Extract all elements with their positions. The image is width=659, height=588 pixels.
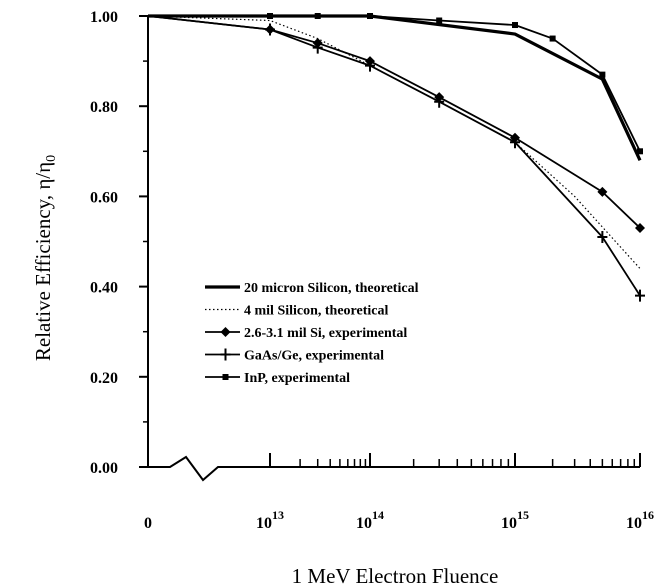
diamond-marker <box>635 222 645 233</box>
plus-marker <box>597 230 608 243</box>
x-tick-label-exponent: 16 <box>642 508 654 522</box>
square-marker <box>637 148 643 155</box>
legend-label: 2.6-3.1 mil Si, experimental <box>244 326 407 341</box>
plus-marker <box>434 95 445 108</box>
square-marker <box>367 13 373 19</box>
x-tick-label-base: 0 <box>144 515 152 532</box>
plus-marker <box>265 23 275 36</box>
square-marker <box>549 35 556 42</box>
y-axis-title-subscript: 0 <box>44 155 59 162</box>
x-tick-label-exponent: 14 <box>372 508 384 522</box>
y-axis-title-main: Relative Efficiency, η/η <box>31 162 55 361</box>
plus-marker <box>312 41 323 54</box>
square-marker <box>436 17 443 24</box>
legend-label: GaAs/Ge, experimental <box>244 349 384 364</box>
legend-label: 4 mil Silicon, theoretical <box>244 304 388 319</box>
y-tick-label: 0.00 <box>90 460 118 477</box>
axes <box>147 16 640 482</box>
x-axis-line <box>148 455 640 482</box>
x-tick-label-exponent: 15 <box>517 508 529 522</box>
x-tick-label: 0 <box>144 515 152 532</box>
series-3 <box>147 15 645 302</box>
x-tick-label: 1014 <box>356 508 384 532</box>
y-tick-label: 0.20 <box>90 370 118 387</box>
series-1 <box>147 15 641 269</box>
y-tick-label: 0.80 <box>90 99 118 116</box>
series-line <box>147 15 641 297</box>
square-marker <box>314 13 321 19</box>
legend: 20 micron Silicon, theoretical 4 mil Sili… <box>205 281 419 386</box>
x-tick-label: 1015 <box>501 508 529 532</box>
y-tick-label: 0.40 <box>90 280 118 297</box>
series-group <box>147 13 645 302</box>
legend-label: InP, experimental <box>244 371 350 386</box>
x-axis-title: 1 MeV Electron Fluence <box>292 564 499 588</box>
series-0 <box>148 14 642 161</box>
series-line <box>147 15 641 269</box>
diamond-marker <box>597 186 608 197</box>
square-marker <box>599 71 606 78</box>
plus-marker <box>510 136 520 149</box>
legend-label: 20 micron Silicon, theoretical <box>244 281 419 296</box>
x-tick-label-base: 10 <box>356 515 372 532</box>
plus-marker <box>220 348 231 361</box>
x-tick-label: 1013 <box>256 508 284 532</box>
x-tick-label-base: 10 <box>626 515 642 532</box>
plus-marker <box>365 59 375 72</box>
ticks: 0.000.200.400.600.801.000 1013 1014 1015 101… <box>90 9 654 532</box>
x-tick-label-exponent: 13 <box>272 508 284 522</box>
plus-marker <box>635 289 645 302</box>
x-tick-label: 1016 <box>626 508 654 532</box>
y-axis-title: Relative Efficiency, η/η0 <box>31 155 59 361</box>
series-4 <box>148 13 643 155</box>
y-tick-label: 0.60 <box>90 189 118 206</box>
square-marker <box>267 13 273 19</box>
series-2 <box>147 15 645 233</box>
square-marker <box>512 22 518 29</box>
x-tick-label-base: 10 <box>256 515 272 532</box>
series-line <box>148 14 642 161</box>
series-line <box>148 15 641 152</box>
square-marker <box>222 374 229 380</box>
x-tick-label-base: 10 <box>501 515 517 532</box>
y-tick-label: 1.00 <box>90 9 118 26</box>
diamond-marker <box>220 327 231 337</box>
